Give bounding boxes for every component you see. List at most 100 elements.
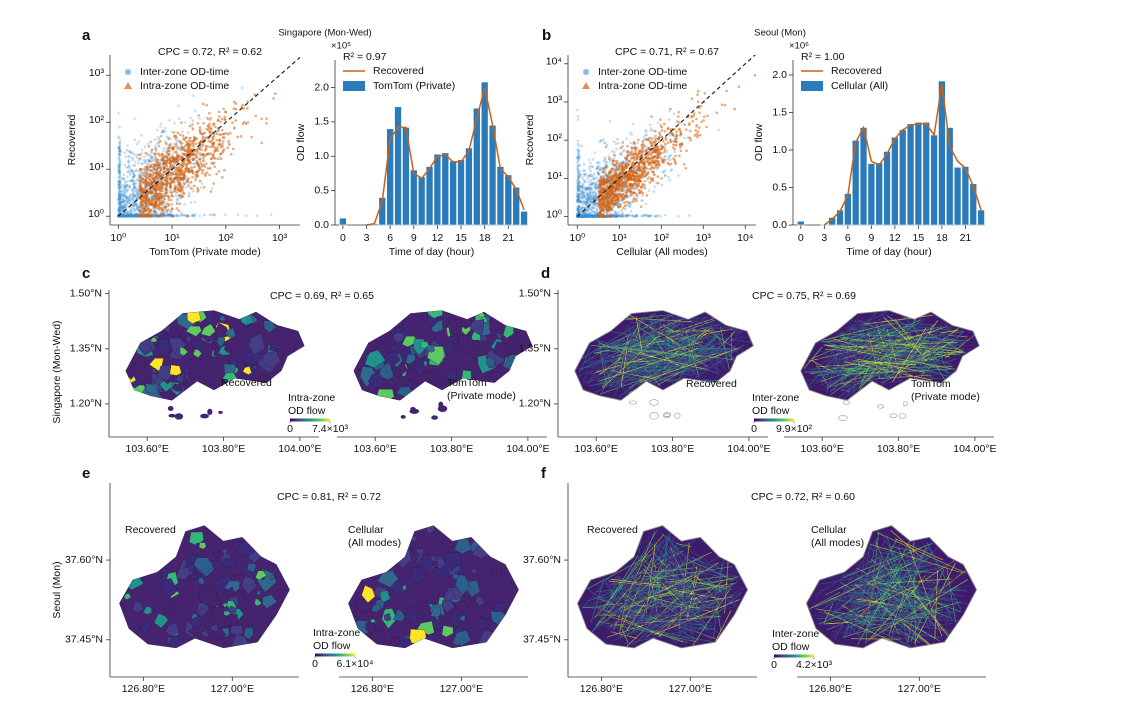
- point: [165, 213, 169, 217]
- bar: [457, 159, 465, 226]
- point: [188, 144, 192, 148]
- point: [147, 160, 151, 163]
- point: [176, 146, 179, 150]
- point: [133, 203, 136, 206]
- point: [135, 195, 139, 198]
- point: [660, 183, 663, 186]
- point: [185, 143, 189, 146]
- point: [580, 206, 584, 210]
- point: [694, 129, 698, 132]
- point: [595, 214, 599, 218]
- point: [190, 187, 193, 190]
- point: [120, 214, 124, 218]
- point: [591, 197, 595, 201]
- point: [132, 203, 136, 207]
- point: [684, 166, 687, 170]
- point: [582, 195, 586, 199]
- point: [157, 144, 161, 148]
- point: [592, 177, 595, 180]
- point: [128, 179, 132, 183]
- point: [148, 196, 151, 199]
- point: [177, 178, 180, 182]
- point: [603, 141, 607, 144]
- point: [232, 100, 236, 104]
- point: [134, 202, 138, 206]
- point: [676, 120, 679, 123]
- point: [626, 155, 629, 159]
- point: [220, 128, 224, 132]
- point: [587, 196, 591, 199]
- point: [692, 114, 696, 118]
- bar: [425, 166, 434, 226]
- point: [153, 152, 156, 155]
- point: [605, 215, 609, 218]
- point: [153, 214, 156, 218]
- point: [136, 214, 139, 218]
- point: [170, 147, 174, 151]
- point: [180, 171, 184, 175]
- point: [141, 173, 145, 177]
- point: [118, 183, 121, 187]
- point: [120, 214, 124, 218]
- point: [177, 154, 180, 158]
- x-tick-label: 9: [411, 232, 417, 244]
- point: [582, 211, 585, 215]
- point: [166, 161, 170, 165]
- point: [217, 128, 221, 132]
- point: [577, 211, 581, 215]
- point: [160, 180, 163, 184]
- point: [576, 189, 580, 192]
- point: [626, 213, 629, 217]
- point: [630, 133, 634, 136]
- point: [593, 177, 596, 181]
- point: [579, 214, 583, 217]
- point: [134, 214, 137, 218]
- point: [590, 165, 594, 168]
- point: [147, 168, 151, 172]
- point: [596, 166, 599, 169]
- point: [126, 160, 130, 164]
- point: [118, 206, 121, 209]
- point: [168, 176, 172, 180]
- point: [117, 198, 120, 202]
- point: [152, 172, 156, 175]
- point: [582, 215, 586, 218]
- point: [657, 160, 661, 163]
- point: [134, 214, 138, 218]
- point: [590, 197, 593, 201]
- point: [599, 175, 603, 178]
- point: [630, 147, 634, 150]
- bar: [891, 136, 899, 226]
- point: [130, 151, 134, 154]
- point: [588, 213, 592, 217]
- point: [221, 176, 224, 179]
- point: [586, 200, 590, 204]
- point: [581, 215, 585, 218]
- point: [121, 206, 125, 210]
- point: [603, 160, 607, 164]
- point: [132, 193, 136, 197]
- point: [615, 213, 619, 217]
- point: [603, 156, 607, 160]
- point: [588, 167, 591, 171]
- point: [125, 210, 129, 214]
- x-tick-label: 10¹: [164, 232, 180, 244]
- point: [117, 111, 120, 115]
- point: [578, 185, 582, 189]
- point: [695, 123, 699, 127]
- point: [118, 187, 122, 190]
- point: [612, 159, 615, 163]
- point: [149, 214, 153, 218]
- point: [168, 119, 171, 122]
- point: [579, 215, 583, 218]
- point: [586, 202, 589, 206]
- point: [585, 200, 588, 204]
- point: [198, 152, 202, 156]
- point: [175, 176, 179, 179]
- y-tick-label: 2.0: [772, 69, 787, 81]
- point: [135, 207, 139, 210]
- y-tick-label: 10³: [89, 67, 105, 79]
- point: [118, 169, 122, 173]
- x-tick-label: 10²: [218, 232, 234, 244]
- point: [219, 152, 222, 156]
